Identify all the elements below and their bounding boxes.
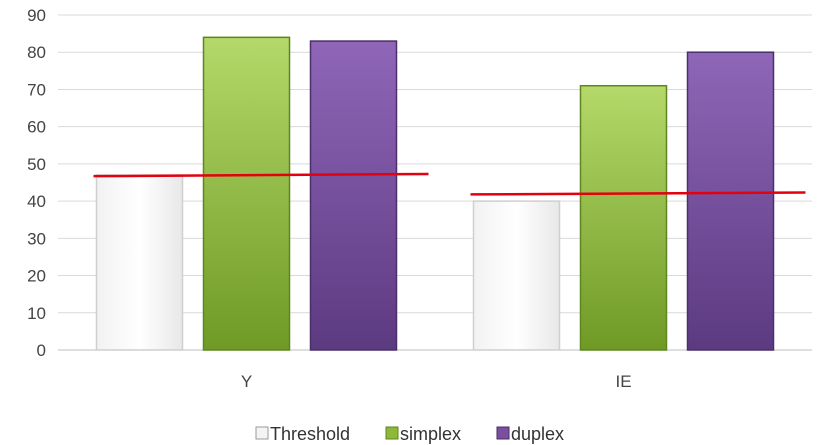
bar-simplex-ie (579, 84, 668, 351)
y-tick-label: 10 (27, 304, 46, 323)
threshold-lines (93, 172, 806, 196)
x-category-label: IE (615, 372, 631, 391)
legend: Threshold simplex duplex (255, 424, 564, 444)
x-category-label: Y (241, 372, 252, 391)
bar-threshold-y (95, 174, 184, 351)
y-axis-tick-labels: 0 10 20 30 40 50 60 70 80 90 (27, 6, 46, 360)
y-tick-label: 90 (27, 6, 46, 25)
y-tick-label: 70 (27, 80, 46, 99)
legend-swatch-threshold (255, 426, 269, 440)
gridlines (58, 14, 812, 351)
y-tick-label: 50 (27, 155, 46, 174)
bar-duplex-ie (686, 51, 775, 351)
y-tick-label: 60 (27, 118, 46, 137)
y-tick-label: 30 (27, 229, 46, 248)
bar-threshold-ie (472, 200, 561, 351)
legend-swatch-simplex (385, 426, 399, 440)
threshold-line-y (93, 172, 429, 178)
y-tick-label: 80 (27, 43, 46, 62)
legend-label-threshold: Threshold (270, 424, 350, 444)
y-tick-label: 40 (27, 192, 46, 211)
y-tick-label: 0 (37, 341, 46, 360)
bars (95, 36, 775, 351)
legend-label-duplex: duplex (511, 424, 564, 444)
threshold-line-ie (470, 191, 806, 196)
legend-swatch-duplex (496, 426, 510, 440)
legend-label-simplex: simplex (400, 424, 461, 444)
bar-duplex-y (309, 40, 398, 351)
x-axis-category-labels: Y IE (241, 372, 632, 391)
y-tick-label: 20 (27, 267, 46, 286)
bar-simplex-y (202, 36, 291, 351)
